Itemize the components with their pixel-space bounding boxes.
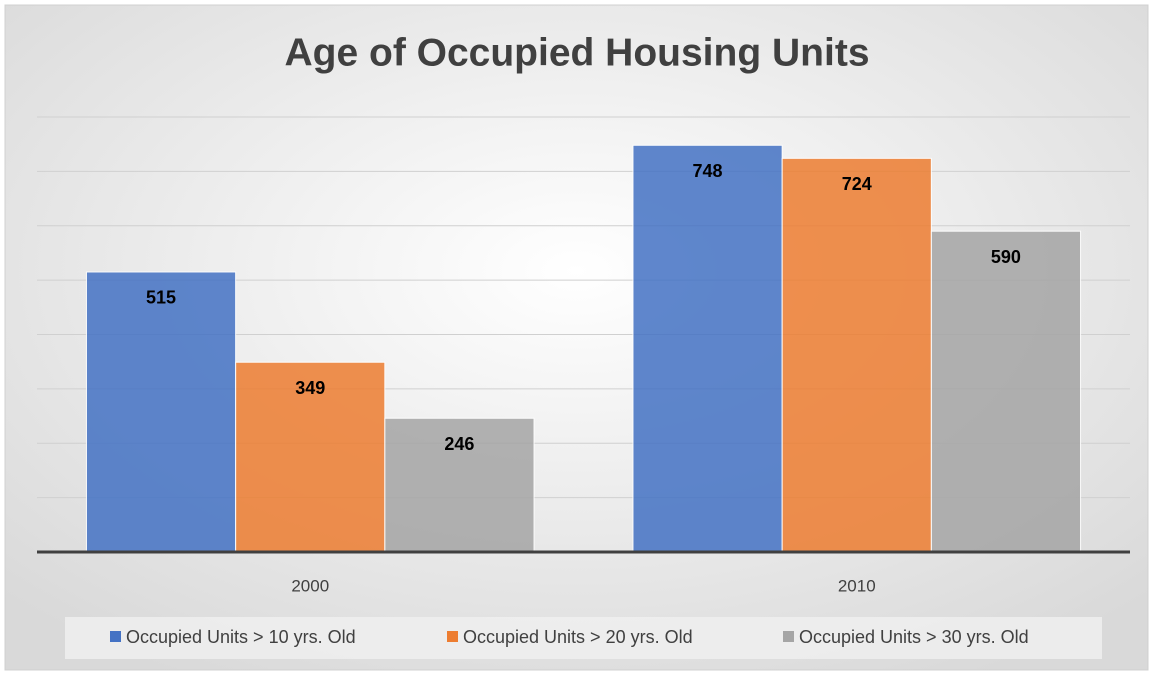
data-label: 515 xyxy=(146,288,176,308)
bar xyxy=(632,144,783,553)
legend-swatch xyxy=(447,631,458,642)
legend-box xyxy=(65,617,1102,659)
x-tick-label: 2010 xyxy=(838,576,876,595)
bar xyxy=(781,157,932,553)
legend-swatch xyxy=(783,631,794,642)
legend-label: Occupied Units > 10 yrs. Old xyxy=(126,627,356,647)
data-label: 246 xyxy=(444,434,474,454)
x-tick-label: 2000 xyxy=(291,576,329,595)
legend-label: Occupied Units > 20 yrs. Old xyxy=(463,627,693,647)
data-label: 724 xyxy=(842,174,872,194)
data-label: 590 xyxy=(991,247,1021,267)
chart-title: Age of Occupied Housing Units xyxy=(284,31,869,74)
bar xyxy=(930,230,1082,553)
bar xyxy=(235,361,386,553)
bar xyxy=(85,271,237,553)
legend-label: Occupied Units > 30 yrs. Old xyxy=(799,627,1029,647)
data-label: 748 xyxy=(693,161,723,181)
legend-swatch xyxy=(110,631,121,642)
bar xyxy=(384,417,535,553)
data-label: 349 xyxy=(295,378,325,398)
